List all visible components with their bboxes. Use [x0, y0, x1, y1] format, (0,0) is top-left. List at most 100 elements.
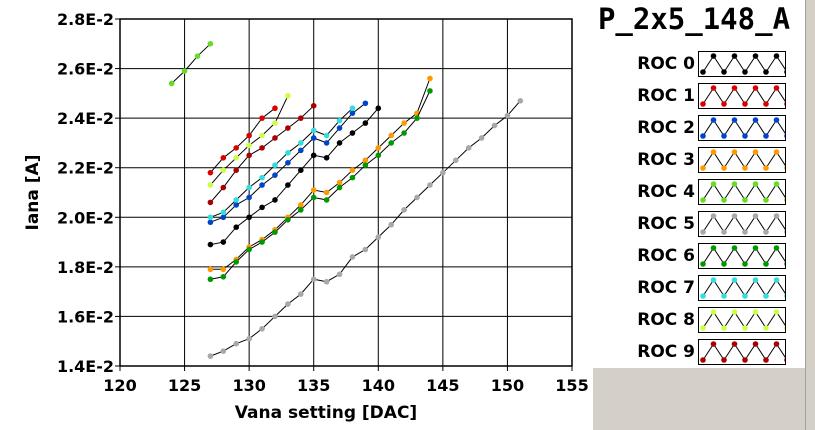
legend-marker — [710, 309, 717, 315]
data-point — [349, 174, 356, 181]
data-point — [246, 132, 252, 139]
legend-marker — [773, 149, 780, 155]
data-point — [388, 140, 395, 146]
legend-label: ROC 3 — [637, 150, 695, 170]
y-tick-label: 2.4E-2 — [57, 109, 114, 128]
legend-marker — [763, 325, 769, 331]
data-point — [285, 125, 291, 131]
legend-item: ROC 4 — [600, 178, 800, 206]
data-point — [336, 184, 343, 191]
legend-marker — [752, 117, 759, 123]
data-point — [285, 93, 291, 99]
data-point — [452, 157, 459, 164]
legend-marker — [784, 165, 790, 171]
y-tick-label: 2.2E-2 — [57, 159, 114, 178]
legend-marker — [784, 101, 790, 107]
x-tick-label: 140 — [362, 376, 395, 395]
data-point — [220, 184, 227, 191]
legend-marker — [731, 85, 738, 91]
data-point — [246, 246, 252, 253]
legend-item: ROC 6 — [600, 242, 800, 270]
legend-label: ROC 9 — [637, 342, 695, 362]
data-point — [233, 259, 240, 265]
data-point — [259, 204, 265, 211]
legend-marker — [752, 213, 759, 219]
legend-marker — [700, 293, 706, 299]
legend-swatch — [698, 147, 790, 173]
data-point — [220, 348, 227, 354]
data-point — [272, 120, 278, 126]
legend-item: ROC 8 — [600, 306, 800, 334]
data-point — [207, 214, 214, 221]
legend-label: ROC 7 — [637, 278, 695, 298]
data-point — [220, 214, 227, 221]
data-point — [220, 155, 227, 161]
y-tick-label: 1.4E-2 — [57, 357, 114, 376]
data-point — [336, 140, 343, 146]
legend-marker — [773, 277, 780, 283]
legend-title: P_2x5_148_A — [597, 2, 791, 36]
legend-marker — [742, 101, 748, 107]
y-tick-label: 2.8E-2 — [57, 10, 114, 29]
data-point — [272, 229, 278, 235]
legend-marker — [721, 197, 727, 203]
legend-marker — [700, 261, 706, 267]
data-point — [207, 169, 214, 176]
data-point — [207, 182, 214, 188]
legend-marker — [731, 277, 738, 283]
data-point — [168, 80, 175, 87]
data-point — [285, 216, 291, 223]
legend-marker — [700, 357, 706, 363]
y-axis-title: Iana [A] — [23, 155, 43, 231]
legend-marker — [742, 69, 748, 75]
legend-marker-svg — [700, 277, 790, 299]
data-point — [517, 97, 524, 104]
data-point — [375, 234, 382, 240]
legend-marker — [784, 293, 790, 299]
legend-marker — [784, 325, 790, 331]
data-point — [272, 162, 278, 169]
legend-marker — [721, 229, 727, 235]
data-point — [298, 115, 304, 121]
legend-marker — [773, 213, 780, 219]
legend-marker — [752, 85, 759, 91]
data-point — [336, 271, 343, 278]
legend-marker — [700, 101, 706, 107]
data-point — [272, 172, 278, 178]
legend-marker-svg — [700, 53, 790, 75]
legend-marker — [773, 85, 780, 91]
legend-swatch — [698, 243, 790, 269]
data-point — [310, 127, 317, 134]
data-point — [478, 135, 485, 141]
legend-marker — [763, 261, 769, 267]
legend-marker — [752, 181, 759, 187]
legend-marker — [731, 213, 738, 219]
data-point — [362, 246, 369, 253]
data-point — [362, 162, 369, 169]
data-point — [233, 155, 240, 161]
data-point — [298, 202, 304, 208]
legend-marker-svg — [700, 85, 790, 107]
data-point — [310, 194, 317, 201]
data-point — [259, 174, 265, 181]
data-point — [323, 278, 330, 285]
legend-marker-svg — [700, 245, 790, 267]
legend-marker-svg — [700, 213, 790, 235]
data-point — [194, 53, 201, 59]
legend-marker — [700, 165, 706, 171]
data-point — [233, 167, 240, 173]
data-point — [349, 110, 356, 116]
legend-marker-svg — [700, 181, 790, 203]
data-point — [246, 152, 252, 159]
data-point — [440, 169, 446, 176]
data-point — [272, 313, 278, 320]
y-tick-label: 1.8E-2 — [57, 258, 114, 277]
data-point — [220, 167, 227, 173]
data-point — [388, 221, 395, 228]
data-point — [414, 115, 420, 121]
legend-marker — [752, 277, 759, 283]
data-point — [233, 202, 240, 208]
data-point — [246, 142, 252, 149]
legend-marker — [752, 245, 759, 251]
data-point — [220, 266, 227, 273]
